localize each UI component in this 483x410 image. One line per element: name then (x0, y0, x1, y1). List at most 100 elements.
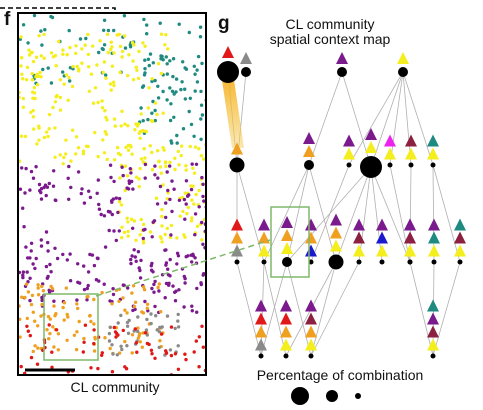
cell-dot (141, 222, 146, 227)
cell-dot (136, 76, 141, 81)
cell-dot (19, 90, 21, 95)
cell-dot (45, 130, 49, 134)
orange-community-marker (330, 226, 342, 239)
cell-dot (189, 219, 194, 223)
cell-dot (186, 254, 190, 258)
combination-size-dot (408, 162, 414, 168)
cell-dot (203, 368, 205, 373)
cell-dot (126, 124, 130, 128)
context-edge (308, 164, 337, 263)
cell-dot (20, 166, 24, 170)
cell-dot (123, 308, 127, 312)
cell-dot (165, 98, 169, 102)
cell-dot (138, 166, 142, 171)
cell-dot (154, 314, 158, 318)
cell-dot (24, 166, 28, 171)
cell-dot (107, 331, 112, 336)
cell-dot (50, 365, 54, 369)
context-node-L2f (405, 134, 417, 168)
context-node-L3f (353, 218, 365, 265)
cell-dot (136, 315, 140, 319)
cell-dot (143, 176, 147, 180)
cell-dot (141, 241, 146, 245)
cell-dot (96, 154, 100, 159)
cell-dot (40, 302, 44, 307)
context-node-L3a (231, 218, 243, 265)
cell-dot (184, 168, 188, 172)
cell-dot (130, 333, 135, 337)
cell-dot (32, 127, 36, 131)
cell-dot (150, 79, 154, 84)
cell-dot (82, 340, 86, 344)
cell-dot (109, 40, 114, 44)
cell-dot (160, 240, 164, 244)
cell-dot (64, 73, 69, 77)
cell-dot (75, 298, 79, 302)
cell-dot (160, 207, 164, 212)
cell-dot (163, 232, 167, 237)
cell-dot (130, 254, 134, 258)
cell-dot (35, 72, 39, 77)
context-edge (286, 166, 372, 263)
cell-dot (187, 109, 191, 114)
cell-dot (141, 285, 146, 289)
cell-dot (92, 341, 96, 346)
cell-dot (184, 164, 188, 168)
context-node-L1d (397, 52, 409, 77)
cell-dot (42, 32, 46, 37)
cell-dot (75, 64, 79, 69)
purple-community-marker (258, 218, 270, 231)
cell-dot (170, 141, 174, 145)
cell-dot (114, 331, 119, 336)
cell-dot (189, 122, 194, 127)
cell-dot (164, 261, 169, 265)
context-edge (370, 71, 404, 168)
cell-dot (108, 299, 112, 303)
cell-dot (182, 305, 186, 309)
purple-community-marker (280, 299, 292, 312)
cell-dot (198, 35, 203, 39)
cell-dot (41, 67, 45, 72)
cell-dot (182, 274, 186, 279)
cell-dot (49, 81, 54, 85)
cell-dot (182, 197, 187, 202)
cell-dot (146, 57, 151, 61)
cell-dot (112, 229, 116, 233)
cell-dot (155, 112, 159, 117)
cell-dot (121, 296, 125, 300)
cell-dot (143, 156, 147, 160)
cell-dot (79, 191, 83, 196)
cell-dot (68, 79, 72, 83)
cell-dot (39, 244, 44, 248)
cell-dot (160, 224, 164, 228)
purple-community-marker (281, 216, 293, 228)
cell-dot (190, 260, 194, 264)
cell-dot (40, 43, 44, 47)
cell-dot (82, 201, 87, 205)
cell-dot (96, 366, 100, 371)
orange-community-marker (303, 145, 315, 157)
cell-dot (92, 322, 96, 326)
cell-dot (115, 353, 120, 357)
cell-dot (150, 352, 154, 356)
cell-dot (157, 345, 161, 350)
context-edge (263, 261, 287, 357)
cell-dot (45, 276, 49, 280)
cell-dot (91, 44, 95, 48)
cell-dot (83, 43, 87, 47)
cell-dot (158, 235, 163, 239)
cell-dot (186, 205, 190, 210)
cell-dot (80, 61, 84, 65)
cell-dot (164, 55, 168, 59)
cell-dot (31, 349, 35, 354)
cell-dot (179, 153, 183, 158)
cell-dot (24, 78, 29, 82)
cell-dot (136, 250, 141, 254)
combination-size-dot (346, 162, 352, 168)
cell-dot (28, 276, 32, 280)
cell-dot (27, 53, 32, 57)
zoom-region-box (43, 293, 99, 361)
highlight-node-box (270, 206, 310, 278)
context-node-L3c (281, 216, 293, 267)
cell-dot (166, 47, 170, 51)
